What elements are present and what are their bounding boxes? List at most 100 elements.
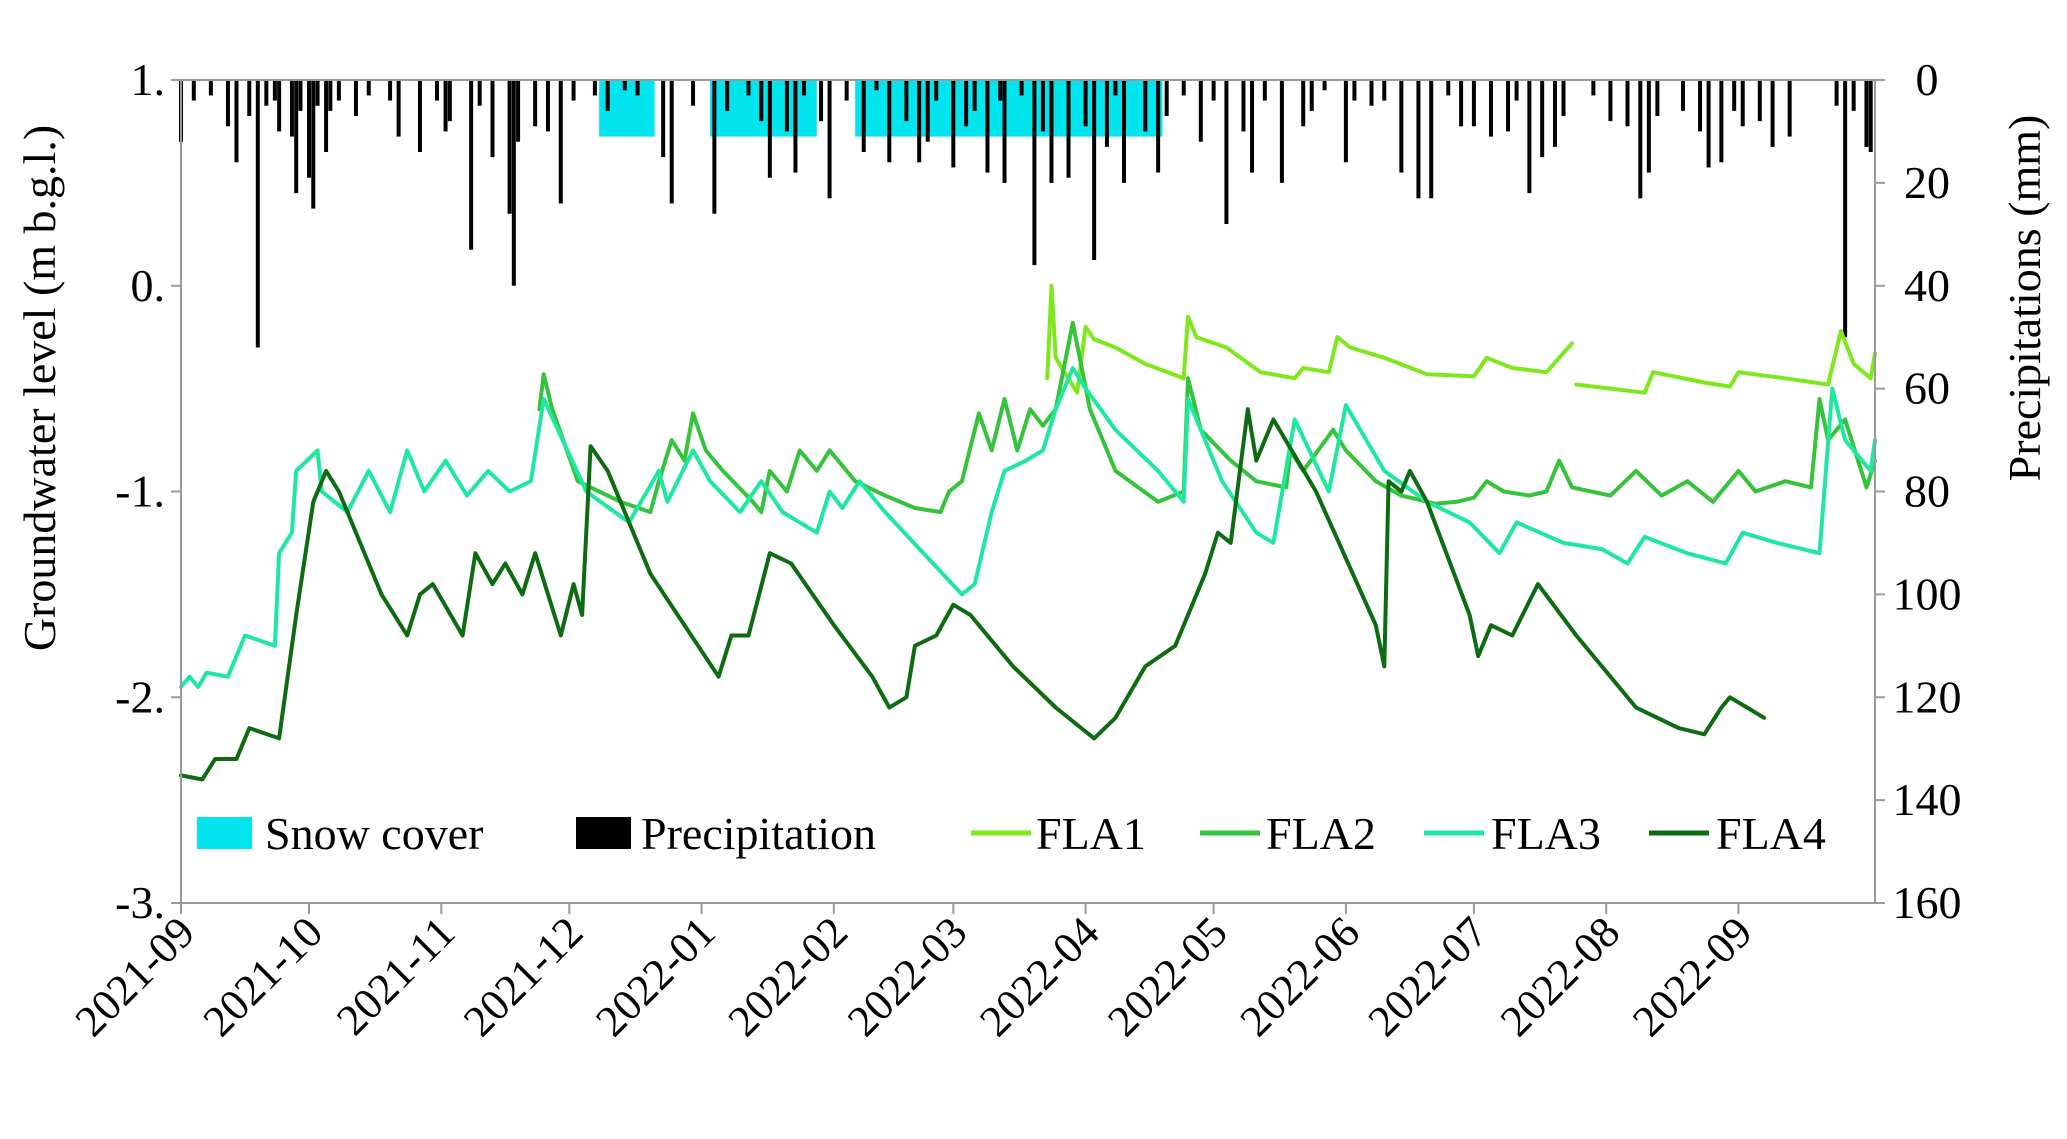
precipitation-bar	[1224, 80, 1229, 225]
precipitation-bar	[435, 80, 440, 101]
axes	[180, 79, 1876, 904]
series-line-fla4	[179, 407, 1767, 782]
precipitation-bar	[1471, 80, 1476, 127]
precipitation-bar	[1181, 80, 1186, 96]
precipitation-bar	[1122, 80, 1127, 183]
right-tick-label: 60	[1904, 363, 1950, 414]
legend-label-fla3: FLA3	[1491, 808, 1601, 859]
precipitation-bar	[1309, 80, 1314, 111]
series-line-fla2	[537, 320, 1877, 515]
x-tick-label: 2022-09	[1623, 907, 1761, 1045]
right-tick-label: 80	[1904, 466, 1950, 517]
precipitation-bar	[1083, 80, 1088, 127]
precipitation-bar	[264, 80, 269, 106]
precipitation-bar	[311, 80, 316, 209]
precipitation-bar	[801, 80, 806, 96]
legend-label-fla1: FLA1	[1036, 808, 1146, 859]
left-tick-label: 0.	[131, 260, 166, 311]
precipitation-bar	[1740, 80, 1745, 127]
precipitation-bar	[669, 80, 674, 204]
precipitation-bar	[247, 80, 252, 117]
precipitation-bar	[1369, 80, 1374, 106]
precipitation-bar	[490, 80, 495, 158]
precipitation-bar	[1211, 80, 1216, 101]
precipitation-bar	[298, 80, 303, 111]
x-tick-label: 2022-02	[719, 907, 857, 1045]
precipitation-bar	[1416, 80, 1421, 199]
legend-label-precipitation: Precipitation	[641, 808, 876, 859]
precipitation-bar	[904, 80, 909, 122]
precipitation-bar	[1399, 80, 1404, 173]
precipitation-bar	[1156, 80, 1161, 173]
legend-label-fla4: FLA4	[1716, 808, 1826, 859]
precipitation-bar	[1732, 80, 1737, 111]
snow-cover-layer	[599, 80, 1163, 137]
precipitation-bar	[225, 80, 230, 127]
x-tick-label: 2022-04	[970, 907, 1108, 1045]
precipitation-bar	[605, 80, 610, 111]
legend-label-snow-cover: Snow cover	[265, 808, 483, 859]
precipitation-bar	[592, 80, 597, 96]
x-tick-label: 2021-10	[194, 907, 332, 1045]
x-tick-label: 2022-03	[838, 907, 976, 1045]
precipitation-bar	[558, 80, 563, 204]
precipitation-bar	[336, 80, 341, 101]
legend-swatch-snow-cover	[197, 817, 252, 849]
left-axis-title: Groundwater level (m b.g.l.)	[14, 125, 65, 651]
precipitation-bar	[417, 80, 422, 153]
precipitation-bar	[307, 80, 312, 178]
precipitation-bar	[1352, 80, 1357, 101]
precipitation-bar	[759, 80, 764, 122]
precipitation-bar	[1834, 80, 1839, 106]
precipitation-bar	[1092, 80, 1097, 261]
precipitation-bar	[255, 80, 260, 348]
right-tick-label: 40	[1904, 260, 1950, 311]
precipitation-bar	[964, 80, 969, 127]
precipitation-bar	[1706, 80, 1711, 168]
precipitation-bar	[1322, 80, 1327, 91]
x-tick-label: 2022-05	[1098, 907, 1236, 1045]
precipitation-bar	[1843, 80, 1848, 338]
precipitation-bar	[1343, 80, 1348, 163]
precipitation-bar	[1868, 80, 1873, 153]
precipitation-bar	[366, 80, 371, 96]
groundwater-series	[179, 283, 1877, 782]
precipitation-bar	[1241, 80, 1246, 132]
right-axis-ticks: 0 20 40 60 80 100 120 140 160	[1875, 54, 1962, 928]
precipitation-bar	[1019, 80, 1024, 96]
right-tick-label: 20	[1904, 157, 1950, 208]
left-tick-label: 1.	[131, 54, 166, 105]
x-axis-ticks: 2021-092021-102021-112021-122022-012022-…	[66, 903, 1762, 1046]
x-tick-label: 2022-01	[586, 907, 724, 1045]
precipitation-bar	[533, 80, 538, 127]
right-tick-label: 160	[1893, 877, 1962, 928]
x-tick-label: 2021-11	[327, 907, 464, 1044]
legend-label-fla2: FLA2	[1266, 808, 1376, 859]
x-tick-label: 2021-09	[66, 907, 204, 1045]
precipitation-bar	[1540, 80, 1545, 158]
precipitation-bar	[844, 80, 849, 101]
precipitation-bar	[208, 80, 213, 96]
right-axis-title: Precipitations (mm)	[1999, 115, 2050, 482]
legend-swatch-precipitation	[576, 817, 631, 849]
precipitation-bar	[1851, 80, 1856, 111]
precipitation-bar	[1514, 80, 1519, 101]
precipitation-bar	[925, 80, 930, 142]
precipitation-bar	[507, 80, 512, 214]
precipitation-bar	[353, 80, 358, 117]
precipitation-bar	[1104, 80, 1109, 147]
right-tick-label: 100	[1893, 568, 1962, 619]
precipitation-bar	[1049, 80, 1054, 183]
precipitation-bar	[1787, 80, 1792, 137]
precipitation-bar	[767, 80, 772, 178]
precipitation-bar	[315, 80, 320, 106]
precipitation-bar	[1591, 80, 1596, 96]
precipitation-bar	[635, 80, 640, 96]
precipitation-bar	[277, 80, 282, 132]
precipitation-bar	[545, 80, 550, 132]
precipitation-bar	[985, 80, 990, 173]
left-tick-label: -1.	[115, 466, 165, 517]
precipitation-bar	[1680, 80, 1685, 111]
x-tick-label: 2022-07	[1359, 907, 1497, 1045]
